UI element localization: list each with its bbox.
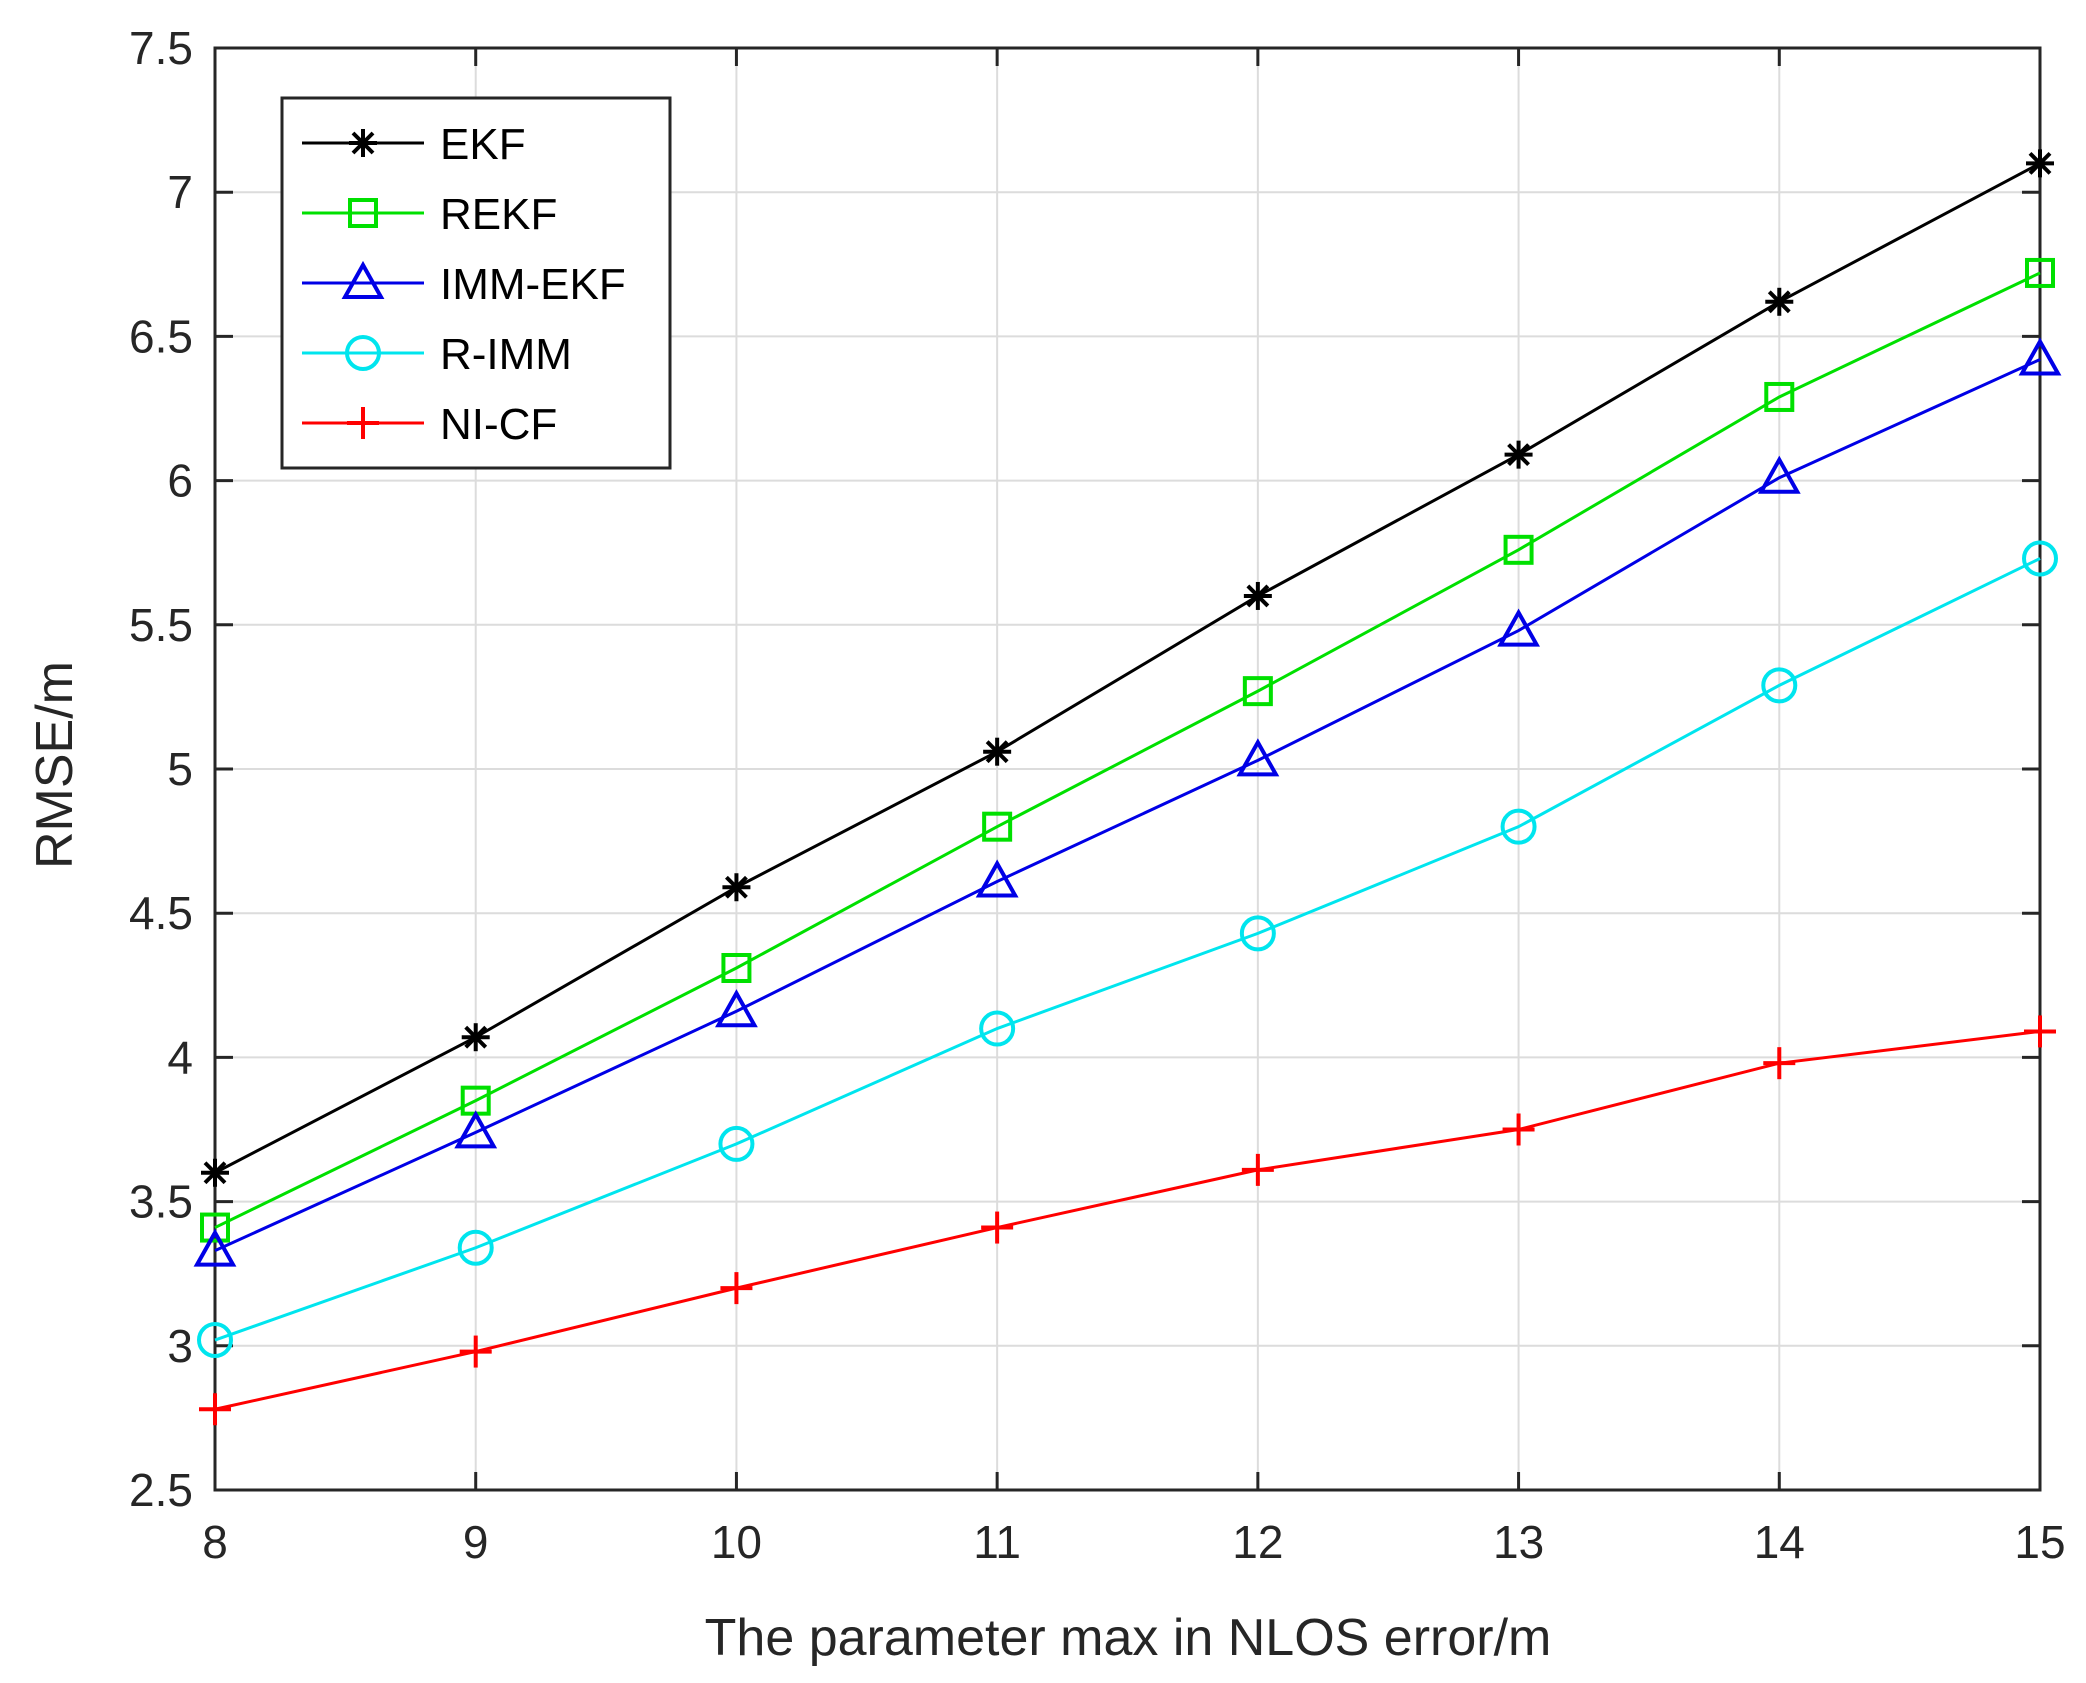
legend-item-ekf: EKF — [302, 120, 526, 169]
data-point-imm-ekf — [975, 859, 1019, 898]
data-point-imm-ekf — [454, 1110, 498, 1149]
series-ni-cf — [199, 1015, 2056, 1426]
data-point-r-imm — [1239, 915, 1276, 952]
series-r-imm — [197, 540, 2058, 1359]
legend-label-imm-ekf: IMM-EKF — [440, 260, 626, 309]
series-imm-ekf — [193, 337, 2062, 1267]
data-point-ni-cf — [1763, 1047, 1796, 1080]
data-point-rekf — [721, 952, 752, 983]
x-tick-label: 15 — [2014, 1516, 2065, 1568]
y-tick-label: 7.5 — [129, 22, 193, 74]
y-tick-label: 5.5 — [129, 599, 193, 651]
y-axis-label: RMSE/m — [26, 661, 84, 869]
y-tick-label: 4 — [167, 1031, 193, 1083]
data-point-r-imm — [718, 1125, 755, 1162]
legend-label-ekf: EKF — [440, 120, 526, 169]
data-point-imm-ekf — [1757, 455, 1801, 494]
legend-label-rekf: REKF — [440, 190, 557, 239]
x-tick-label: 13 — [1493, 1516, 1544, 1568]
series-line-r-imm — [214, 557, 2041, 1342]
legend-marker-imm-ekf — [341, 260, 385, 299]
legend-marker-rekf — [348, 198, 378, 228]
x-tick-label: 8 — [202, 1516, 228, 1568]
y-tick-label: 3 — [167, 1320, 193, 1372]
data-point-rekf — [1764, 381, 1795, 412]
legend-label-r-imm: R-IMM — [440, 330, 572, 379]
data-point-imm-ekf — [715, 989, 758, 1028]
data-point-ekf — [1765, 287, 1794, 316]
series-line-imm-ekf — [214, 358, 2041, 1252]
x-tick-label: 14 — [1754, 1516, 1805, 1568]
legend-item-r-imm: R-IMM — [302, 330, 572, 379]
data-point-ekf — [1504, 440, 1533, 469]
x-axis-label: The parameter max in NLOS error/m — [705, 1609, 1552, 1667]
y-tick-label: 7 — [167, 166, 193, 218]
legend-item-rekf: REKF — [302, 190, 557, 239]
series-layer — [193, 149, 2062, 1426]
data-point-ekf — [983, 737, 1012, 766]
legend-marker-ekf — [349, 129, 377, 157]
x-tick-label: 10 — [711, 1516, 762, 1568]
axes-layer: 8 9 10 11 12 13 14 15 2.5 3 3.5 4 4.5 5 5.5 6 6.5 7 7.5 — [129, 22, 2066, 1568]
data-point-rekf — [1503, 534, 1534, 565]
legend-item-imm-ekf: IMM-EKF — [302, 260, 626, 309]
data-point-rekf — [2025, 257, 2055, 288]
data-point-ni-cf — [1241, 1153, 1274, 1186]
data-point-ni-cf — [1502, 1113, 1535, 1146]
data-point-r-imm — [979, 1010, 1016, 1047]
y-tick-label: 6.5 — [129, 310, 193, 362]
legend-label-ni-cf: NI-CF — [440, 400, 557, 449]
legend-item-ni-cf: NI-CF — [302, 400, 557, 449]
data-point-r-imm — [1500, 808, 1537, 845]
data-point-ekf — [2026, 149, 2054, 178]
data-point-ni-cf — [720, 1272, 753, 1305]
series-line-rekf — [214, 271, 2041, 1229]
x-tick-label: 12 — [1232, 1516, 1283, 1568]
data-point-imm-ekf — [1236, 738, 1280, 777]
x-tick-label: 11 — [973, 1516, 1021, 1568]
y-tick-label: 5 — [167, 743, 193, 795]
data-point-ekf — [201, 1158, 229, 1187]
data-point-r-imm — [197, 1322, 233, 1359]
data-point-imm-ekf — [193, 1228, 237, 1267]
data-point-ni-cf — [981, 1211, 1014, 1244]
data-point-ni-cf — [2024, 1015, 2056, 1048]
data-point-ekf — [722, 873, 751, 902]
y-tick-label: 4.5 — [129, 887, 193, 939]
data-point-r-imm — [457, 1229, 494, 1266]
series-ekf — [201, 149, 2054, 1187]
y-tick-label: 6 — [167, 455, 193, 507]
data-point-imm-ekf — [2018, 337, 2062, 376]
series-line-ni-cf — [214, 1029, 2041, 1411]
legend-marker-r-imm — [345, 335, 381, 371]
data-point-ekf — [461, 1023, 490, 1052]
data-point-ni-cf — [459, 1335, 492, 1368]
data-point-rekf — [982, 811, 1013, 842]
legend: EKF REKF IMM-EKF R-IMM NI-CF — [280, 96, 672, 470]
data-point-r-imm — [1761, 667, 1798, 704]
data-point-r-imm — [2022, 540, 2058, 577]
y-tick-label: 2.5 — [129, 1464, 193, 1516]
data-point-ekf — [1243, 581, 1272, 610]
legend-marker-ni-cf — [347, 407, 379, 439]
data-point-rekf — [200, 1212, 230, 1243]
x-tick-label: 9 — [463, 1516, 489, 1568]
y-tick-label: 3.5 — [129, 1176, 193, 1228]
plot-area-frame — [213, 46, 2042, 1492]
data-point-ni-cf — [199, 1393, 231, 1426]
data-point-imm-ekf — [1497, 608, 1540, 647]
data-point-rekf — [1242, 676, 1273, 707]
series-line-ekf — [214, 162, 2041, 1175]
series-rekf — [200, 257, 2055, 1243]
